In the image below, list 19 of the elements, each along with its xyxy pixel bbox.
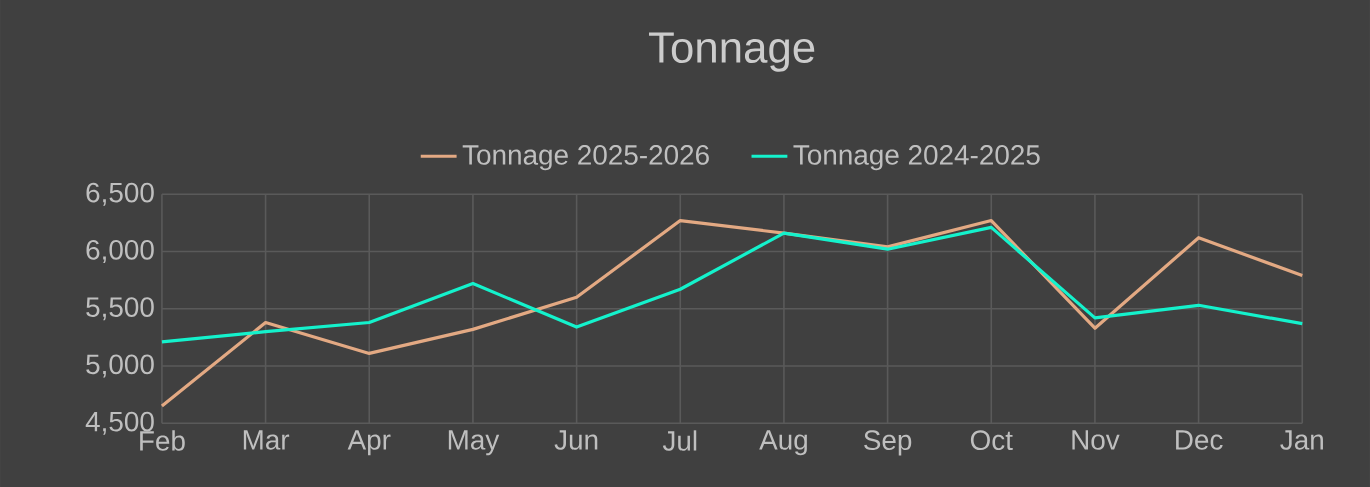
y-tick-label: 6,000	[86, 239, 154, 263]
legend-label: Tonnage 2024-2025	[793, 145, 1040, 171]
legend-label: Tonnage 2025-2026	[462, 145, 709, 171]
x-tick-label: Dec	[1176, 430, 1223, 450]
x-tick-label: May	[448, 430, 500, 456]
chart-title: Tonnage	[649, 32, 815, 72]
y-tick-label: 5,000	[86, 354, 154, 378]
x-tick-label: Sep	[864, 430, 912, 456]
line-series	[160, 225, 1304, 344]
x-tick-label: Jul	[662, 430, 697, 451]
y-tick-label: 6,500	[86, 182, 154, 206]
x-tick-label: Aug	[759, 430, 807, 456]
x-tick-label: Oct	[970, 430, 1013, 451]
x-tick-label: Mar	[243, 430, 290, 450]
x-tick-label: Jun	[554, 430, 598, 450]
y-tick-label: 5,500	[86, 297, 154, 321]
x-tick-label: Jan	[1280, 430, 1323, 450]
x-tick-label: Nov	[1072, 430, 1120, 450]
x-tick-label: Apr	[347, 430, 391, 456]
